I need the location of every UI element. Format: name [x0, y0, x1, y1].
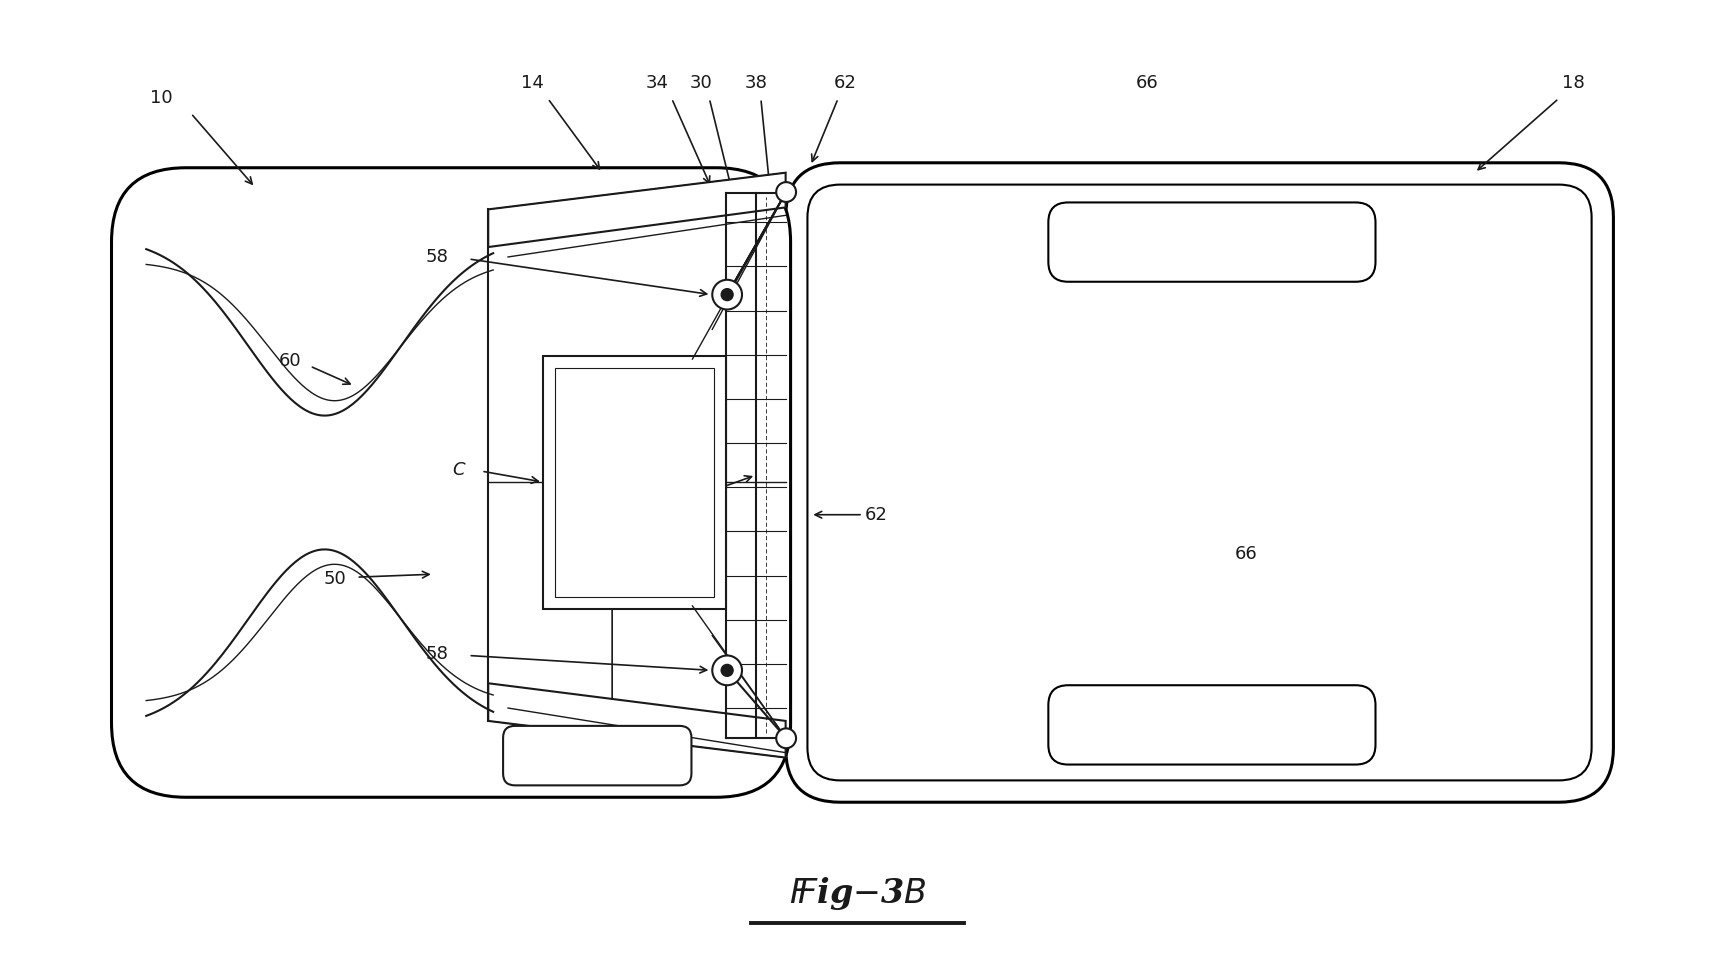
Text: 50: 50 — [323, 570, 347, 588]
Polygon shape — [489, 683, 786, 758]
Circle shape — [712, 280, 741, 310]
Polygon shape — [489, 173, 786, 247]
Text: 60: 60 — [278, 352, 302, 370]
Circle shape — [721, 289, 733, 300]
Bar — [542, 356, 726, 609]
Text: 66: 66 — [1236, 545, 1258, 564]
Text: 18: 18 — [1562, 74, 1586, 93]
Text: 14: 14 — [522, 74, 544, 93]
Text: 22: 22 — [685, 491, 709, 509]
Text: 38: 38 — [745, 74, 767, 93]
Text: 66: 66 — [1136, 74, 1158, 93]
Text: 58: 58 — [426, 248, 448, 266]
Text: 34: 34 — [645, 74, 668, 93]
Text: C: C — [453, 461, 465, 479]
Text: 58: 58 — [426, 645, 448, 663]
Text: 62: 62 — [865, 506, 887, 524]
Text: 30: 30 — [690, 74, 712, 93]
Circle shape — [721, 665, 733, 676]
Circle shape — [712, 655, 741, 685]
FancyBboxPatch shape — [1048, 203, 1376, 282]
FancyBboxPatch shape — [503, 726, 692, 786]
Circle shape — [776, 729, 796, 748]
Text: 10: 10 — [149, 90, 172, 107]
Circle shape — [776, 182, 796, 202]
Text: 54: 54 — [595, 491, 619, 509]
FancyBboxPatch shape — [112, 168, 791, 797]
Text: 62: 62 — [834, 74, 856, 93]
FancyBboxPatch shape — [1048, 685, 1376, 764]
Bar — [554, 368, 714, 597]
FancyBboxPatch shape — [808, 184, 1592, 781]
FancyBboxPatch shape — [786, 163, 1613, 802]
Text: $\mathit{F\!\!F}$ig$-$3$B$: $\mathit{F\!\!F}$ig$-$3$B$ — [789, 875, 927, 912]
